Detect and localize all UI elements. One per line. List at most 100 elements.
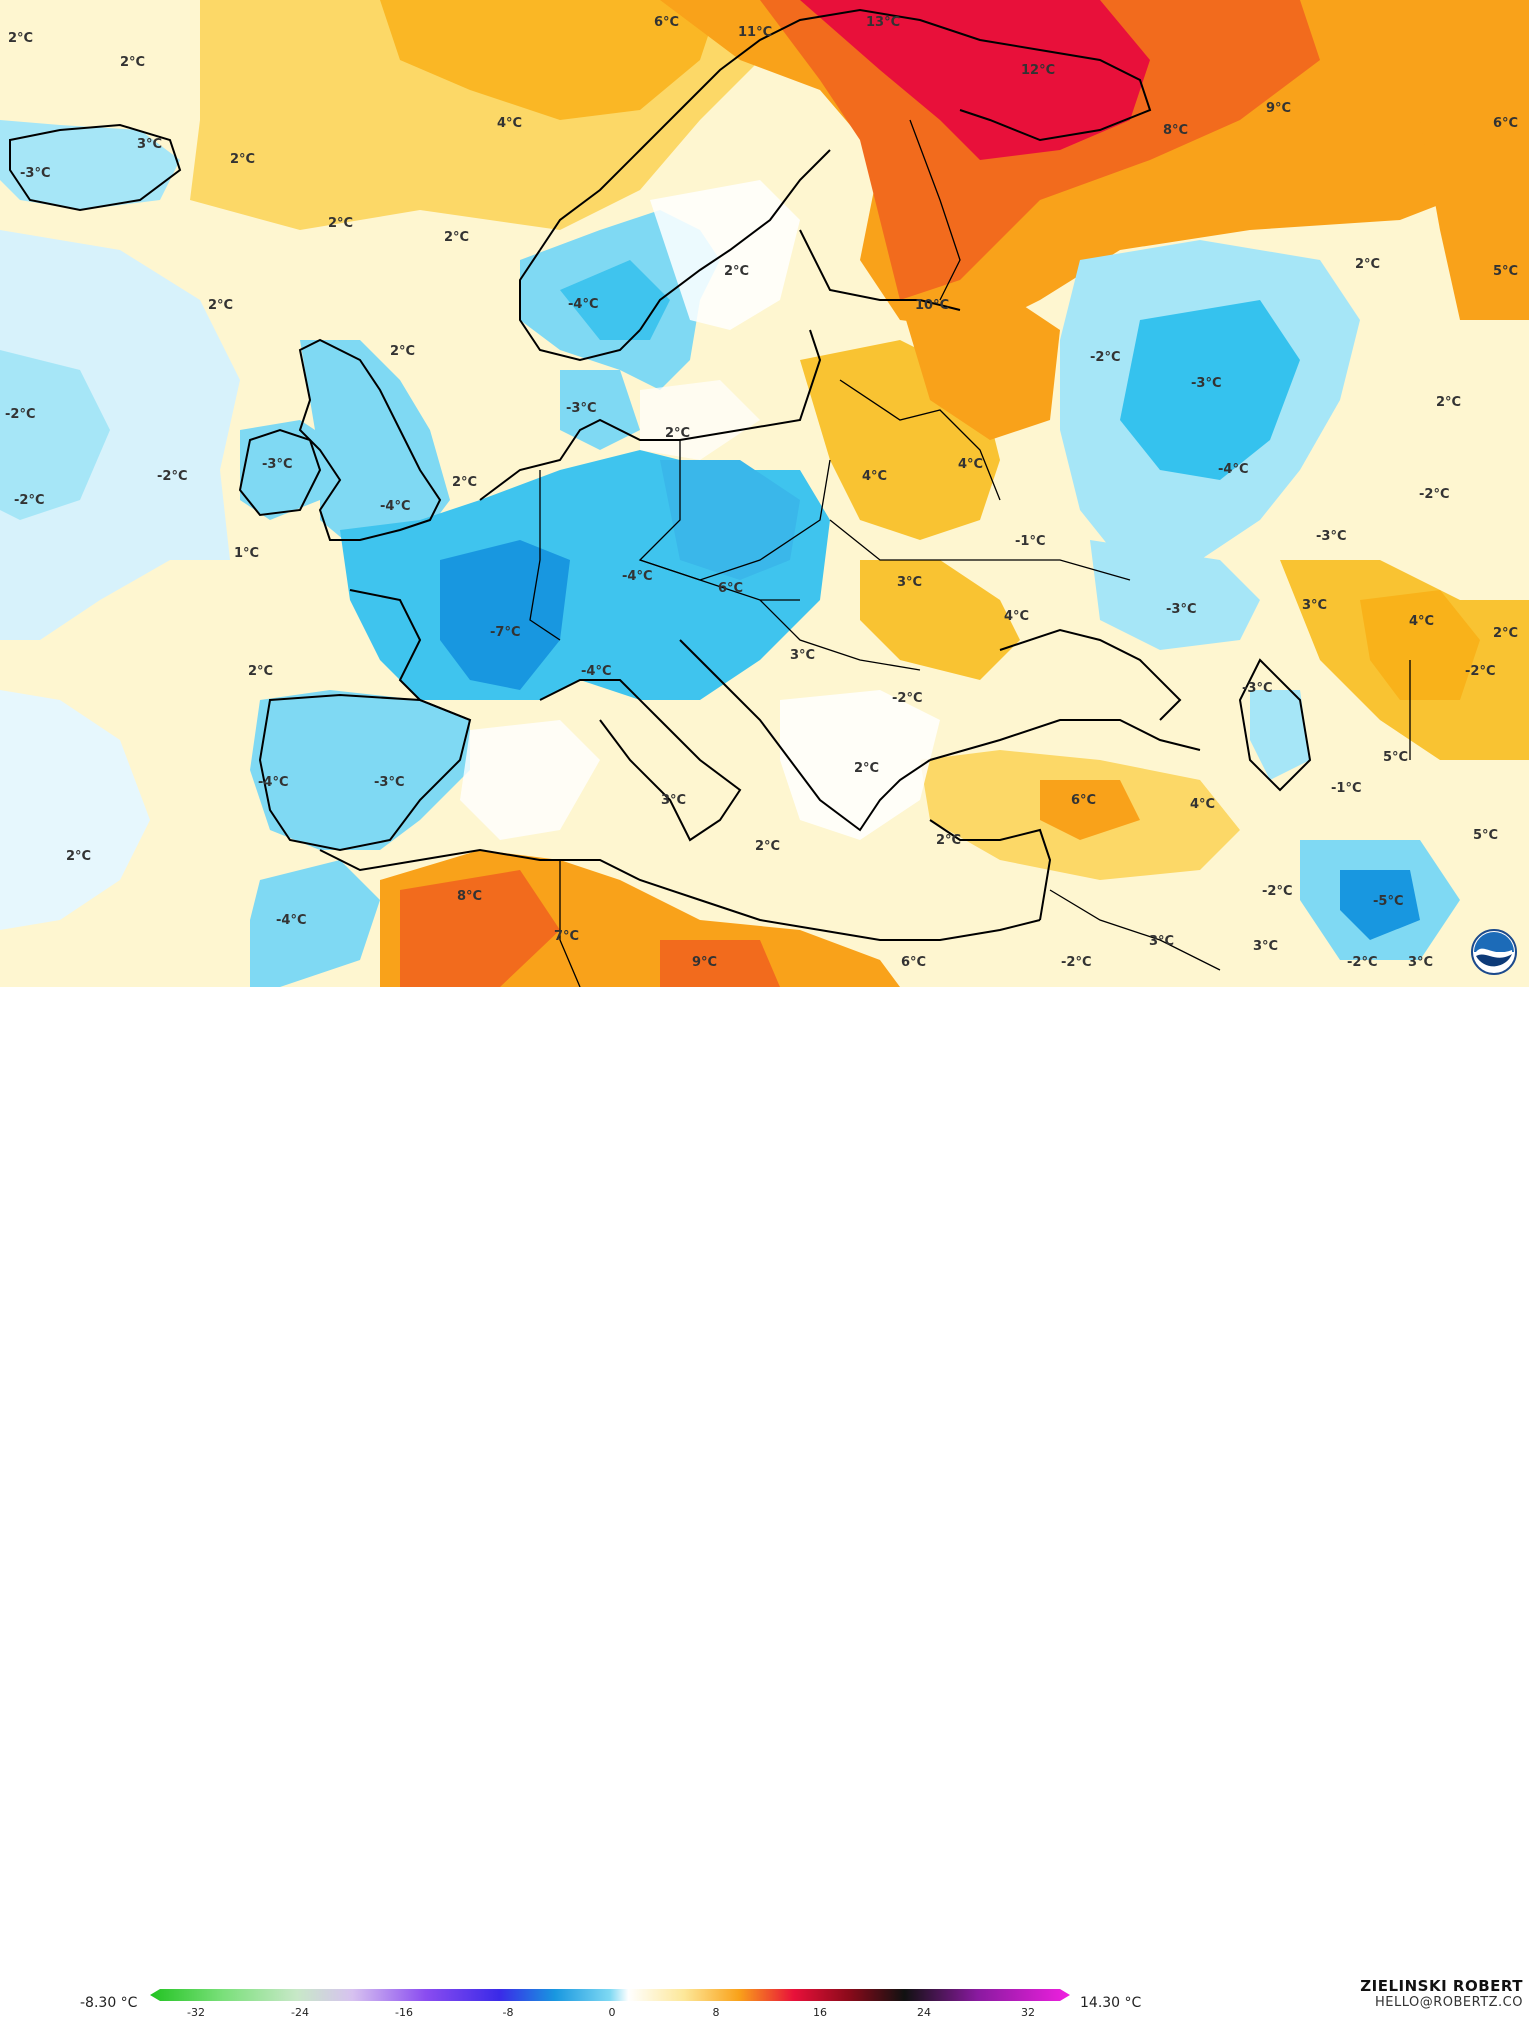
- coast-iceland: [9, 123, 182, 212]
- temp-label: 2°C: [230, 152, 255, 167]
- temp-label: -2°C: [1347, 955, 1377, 970]
- temp-label: -3°C: [1191, 376, 1221, 391]
- coast-black-sea-south: [929, 719, 1201, 761]
- coast-black-sea-north: [999, 628, 1182, 721]
- temp-label: -2°C: [1465, 664, 1495, 679]
- colorbar: [150, 1989, 1070, 2001]
- temp-label: 3°C: [137, 137, 162, 152]
- coast-norway-kola: [539, 8, 1152, 251]
- temp-label: -7°C: [490, 625, 520, 640]
- colorbar-tick: -24: [291, 2006, 309, 2019]
- temp-label: 12°C: [1021, 63, 1055, 78]
- temp-label: -3°C: [262, 457, 292, 472]
- temp-label: 5°C: [1383, 750, 1408, 765]
- warm-zone-norwegian-sea: [380, 0, 720, 120]
- temp-label: 2°C: [724, 264, 749, 279]
- coast-north-germany: [479, 329, 822, 501]
- temp-label: 11°C: [738, 25, 772, 40]
- cold-zone-poland: [660, 460, 800, 580]
- cool-zone-atlantic: [0, 230, 240, 640]
- temperature-labels: 2°C 2°C 6°C 11°C 13°C 12°C 9°C 8°C 6°C 4…: [5, 15, 1518, 970]
- anomaly-map: 2°C 2°C 6°C 11°C 13°C 12°C 9°C 8°C 6°C 4…: [0, 0, 1529, 987]
- temp-label: 2°C: [936, 833, 961, 848]
- warm-zone-aral: [1360, 590, 1480, 700]
- legend-max-label: 14.30 °C: [1080, 1995, 1142, 2011]
- temp-label: 2°C: [248, 664, 273, 679]
- temp-label: 2°C: [452, 475, 477, 490]
- temp-label: 2°C: [66, 849, 91, 864]
- coast-caspian: [1238, 658, 1312, 792]
- temp-label: 2°C: [854, 761, 879, 776]
- border-finland-russia: [909, 119, 961, 301]
- neutral-zone-west-med: [460, 720, 600, 840]
- temp-label: 2°C: [755, 839, 780, 854]
- cold-zone-morocco: [250, 860, 380, 987]
- temp-label: -1°C: [1015, 534, 1045, 549]
- temp-label: 4°C: [862, 469, 887, 484]
- warm-zone-western-russia: [900, 290, 1060, 440]
- temp-label: -3°C: [1166, 602, 1196, 617]
- temp-label: 5°C: [1473, 828, 1498, 843]
- temp-label: -4°C: [276, 913, 306, 928]
- temp-label: 4°C: [1004, 609, 1029, 624]
- temp-label: 2°C: [665, 426, 690, 441]
- temp-label: 9°C: [692, 955, 717, 970]
- temp-label: 6°C: [718, 581, 743, 596]
- temp-label: -2°C: [14, 493, 44, 508]
- temp-label: -4°C: [380, 499, 410, 514]
- temp-label: 8°C: [1163, 123, 1188, 138]
- legend-min-label: -8.30 °C: [80, 1995, 138, 2011]
- border-ukraine: [829, 519, 1131, 581]
- map-canvas: 2°C 2°C 6°C 11°C 13°C 12°C 9°C 8°C 6°C 4…: [0, 0, 1529, 987]
- temp-label: -2°C: [892, 691, 922, 706]
- temp-label: -3°C: [20, 166, 50, 181]
- coast-south-norway: [519, 249, 641, 362]
- neutral-zone-balkans: [780, 690, 940, 840]
- temp-label: -4°C: [258, 775, 288, 790]
- temp-label: 2°C: [1493, 626, 1518, 641]
- border-romania: [759, 599, 921, 671]
- coast-ireland: [238, 428, 322, 517]
- temp-label: 5°C: [1493, 264, 1518, 279]
- temp-label: -3°C: [374, 775, 404, 790]
- temp-label: 6°C: [901, 955, 926, 970]
- coast-levant: [929, 819, 1052, 921]
- temp-label: 2°C: [390, 344, 415, 359]
- temp-label: -2°C: [1262, 884, 1292, 899]
- colorbar-tick: 16: [813, 2006, 827, 2019]
- author-email: HELLO@ROBERTZ.CO: [1374, 1995, 1523, 2010]
- colorbar-tick: -8: [502, 2006, 514, 2019]
- temp-label: -3°C: [566, 401, 596, 416]
- temp-label: 2°C: [1436, 395, 1461, 410]
- coast-iberia: [258, 693, 472, 852]
- temp-label: 2°C: [120, 55, 145, 70]
- temp-label: 2°C: [208, 298, 233, 313]
- temp-label: -2°C: [1419, 487, 1449, 502]
- temp-label: -2°C: [1090, 350, 1120, 365]
- temp-label: -4°C: [568, 297, 598, 312]
- colorbar-tick: -16: [395, 2006, 413, 2019]
- temp-label: 3°C: [1149, 934, 1174, 949]
- border-syria-iraq: [1049, 889, 1221, 971]
- coast-great-britain: [298, 338, 442, 541]
- temp-label: 8°C: [457, 889, 482, 904]
- colorbar-tick: -32: [187, 2006, 205, 2019]
- temp-label: 2°C: [1355, 257, 1380, 272]
- border-france-germany: [529, 470, 561, 641]
- coast-sweden: [639, 149, 831, 331]
- coast-italy: [539, 679, 742, 842]
- hot-zone-libya: [660, 940, 780, 987]
- temp-label: 3°C: [1302, 598, 1327, 613]
- temp-label: -4°C: [622, 569, 652, 584]
- temp-label: 2°C: [444, 230, 469, 245]
- temp-label: -4°C: [581, 664, 611, 679]
- colorbar-tick: 24: [917, 2006, 931, 2019]
- temp-label: 4°C: [1190, 797, 1215, 812]
- temp-label: -3°C: [1316, 529, 1346, 544]
- noaa-logo-icon: [1470, 928, 1518, 980]
- hot-zone-algeria: [400, 870, 560, 987]
- cool-zone-caspian-north: [1090, 540, 1260, 650]
- warm-zone-urals: [1420, 100, 1529, 320]
- colorbar-tick: 32: [1021, 2006, 1035, 2019]
- cool-zone-west-iberia: [0, 690, 150, 930]
